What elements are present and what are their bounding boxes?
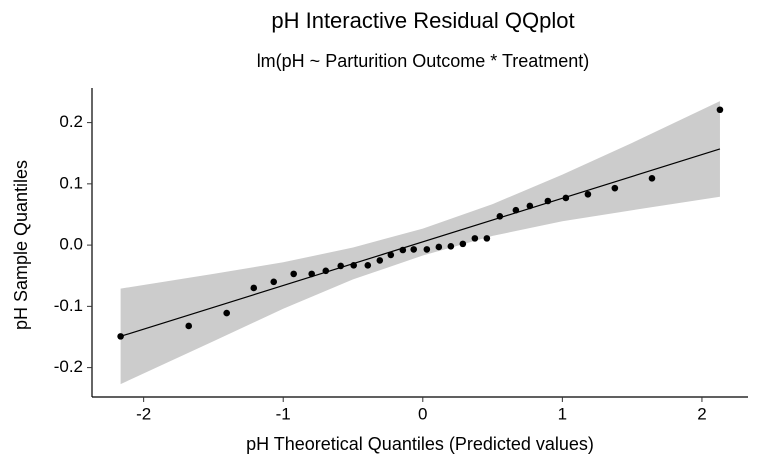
y-tick-label: 0.1 [59,173,83,192]
x-tick-label: 0 [418,404,427,423]
point [387,251,395,259]
point [322,267,330,275]
point [350,262,358,269]
point [526,202,534,210]
point [459,240,467,248]
point [223,309,230,317]
point [447,243,455,250]
y-tick-label: 0.2 [59,112,83,131]
x-tick-label: -2 [136,404,151,423]
y-tick-label: -0.1 [54,296,83,315]
point [364,262,372,269]
point [611,184,619,192]
point [410,246,418,253]
y-tick-label: -0.2 [54,357,83,376]
point [423,246,431,253]
point [512,206,520,214]
x-tick-label: 2 [697,404,706,423]
point [376,257,384,264]
point [648,175,656,182]
point [496,213,504,220]
chart-title: pH Interactive Residual QQplot [271,8,574,33]
point [117,333,124,340]
point [544,197,552,205]
point [483,235,491,242]
point [250,284,258,292]
point [399,246,407,254]
x-axis-label: pH Theoretical Quantiles (Predicted valu… [246,434,594,454]
point [270,278,278,286]
reference-line [120,148,721,337]
point [290,270,297,278]
point [308,270,315,278]
point [337,262,345,270]
point [562,194,570,202]
point [716,106,724,114]
x-tick-label: 1 [558,404,567,423]
y-tick-label: 0.0 [59,235,83,254]
x-tick-label: -1 [276,404,291,423]
point [471,235,479,242]
y-axis-label: pH Sample Quantiles [11,160,31,330]
point [435,243,443,251]
chart-subtitle: lm(pH ~ Parturition Outcome * Treatment) [257,51,590,71]
point [584,190,592,198]
point [185,322,193,330]
